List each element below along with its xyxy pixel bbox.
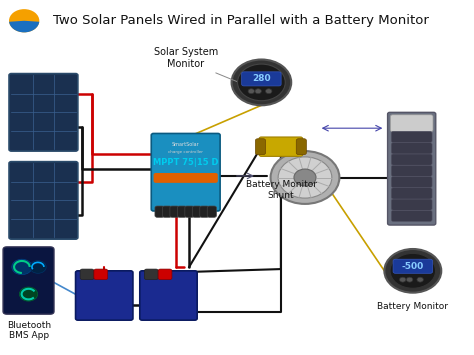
FancyBboxPatch shape — [391, 165, 432, 176]
FancyBboxPatch shape — [155, 206, 164, 217]
Circle shape — [248, 89, 255, 94]
Circle shape — [278, 157, 332, 198]
FancyBboxPatch shape — [391, 131, 432, 143]
Circle shape — [9, 9, 39, 32]
Circle shape — [406, 277, 413, 282]
FancyBboxPatch shape — [151, 133, 220, 211]
FancyBboxPatch shape — [170, 206, 179, 217]
Text: MPPT 75|15 D: MPPT 75|15 D — [153, 158, 219, 167]
Circle shape — [390, 253, 436, 288]
Circle shape — [12, 259, 32, 275]
FancyBboxPatch shape — [154, 173, 218, 183]
FancyBboxPatch shape — [3, 247, 54, 314]
FancyBboxPatch shape — [388, 112, 436, 225]
FancyBboxPatch shape — [255, 139, 265, 155]
Text: Battery Monitor
Shunt: Battery Monitor Shunt — [246, 180, 317, 200]
Circle shape — [417, 277, 423, 282]
Circle shape — [384, 249, 441, 293]
FancyBboxPatch shape — [158, 269, 172, 280]
FancyBboxPatch shape — [140, 271, 197, 320]
FancyBboxPatch shape — [75, 271, 133, 320]
FancyBboxPatch shape — [192, 206, 201, 217]
FancyBboxPatch shape — [391, 188, 432, 199]
Text: -500: -500 — [401, 262, 424, 271]
Text: Battery Monitor: Battery Monitor — [377, 301, 448, 311]
FancyBboxPatch shape — [163, 206, 172, 217]
Text: Bluetooth
BMS App: Bluetooth BMS App — [7, 321, 51, 340]
FancyBboxPatch shape — [207, 206, 217, 217]
FancyBboxPatch shape — [296, 139, 306, 155]
Wedge shape — [9, 21, 39, 32]
Circle shape — [265, 89, 272, 94]
FancyBboxPatch shape — [390, 115, 433, 132]
FancyBboxPatch shape — [391, 210, 432, 222]
Circle shape — [400, 277, 406, 282]
Circle shape — [294, 169, 316, 186]
Circle shape — [30, 261, 46, 273]
FancyBboxPatch shape — [391, 199, 432, 210]
Text: SmartSolar: SmartSolar — [172, 142, 200, 147]
FancyBboxPatch shape — [200, 206, 209, 217]
FancyBboxPatch shape — [9, 162, 78, 239]
FancyBboxPatch shape — [9, 73, 78, 151]
FancyBboxPatch shape — [391, 143, 432, 154]
FancyBboxPatch shape — [393, 259, 433, 273]
FancyBboxPatch shape — [80, 269, 94, 280]
Circle shape — [19, 287, 38, 301]
Circle shape — [237, 64, 285, 101]
FancyBboxPatch shape — [185, 206, 194, 217]
Text: Two Solar Panels Wired in Parallel with a Battery Monitor: Two Solar Panels Wired in Parallel with … — [53, 14, 428, 27]
Circle shape — [255, 89, 261, 94]
Circle shape — [232, 60, 291, 105]
FancyBboxPatch shape — [94, 269, 108, 280]
FancyBboxPatch shape — [145, 269, 158, 280]
FancyBboxPatch shape — [391, 176, 432, 188]
FancyBboxPatch shape — [177, 206, 187, 217]
Text: 280: 280 — [252, 75, 271, 83]
FancyBboxPatch shape — [391, 154, 432, 165]
FancyBboxPatch shape — [242, 72, 281, 86]
FancyBboxPatch shape — [259, 137, 303, 156]
Circle shape — [271, 151, 339, 204]
Text: Solar System
Monitor: Solar System Monitor — [154, 47, 218, 69]
Text: charge controller: charge controller — [168, 149, 203, 153]
